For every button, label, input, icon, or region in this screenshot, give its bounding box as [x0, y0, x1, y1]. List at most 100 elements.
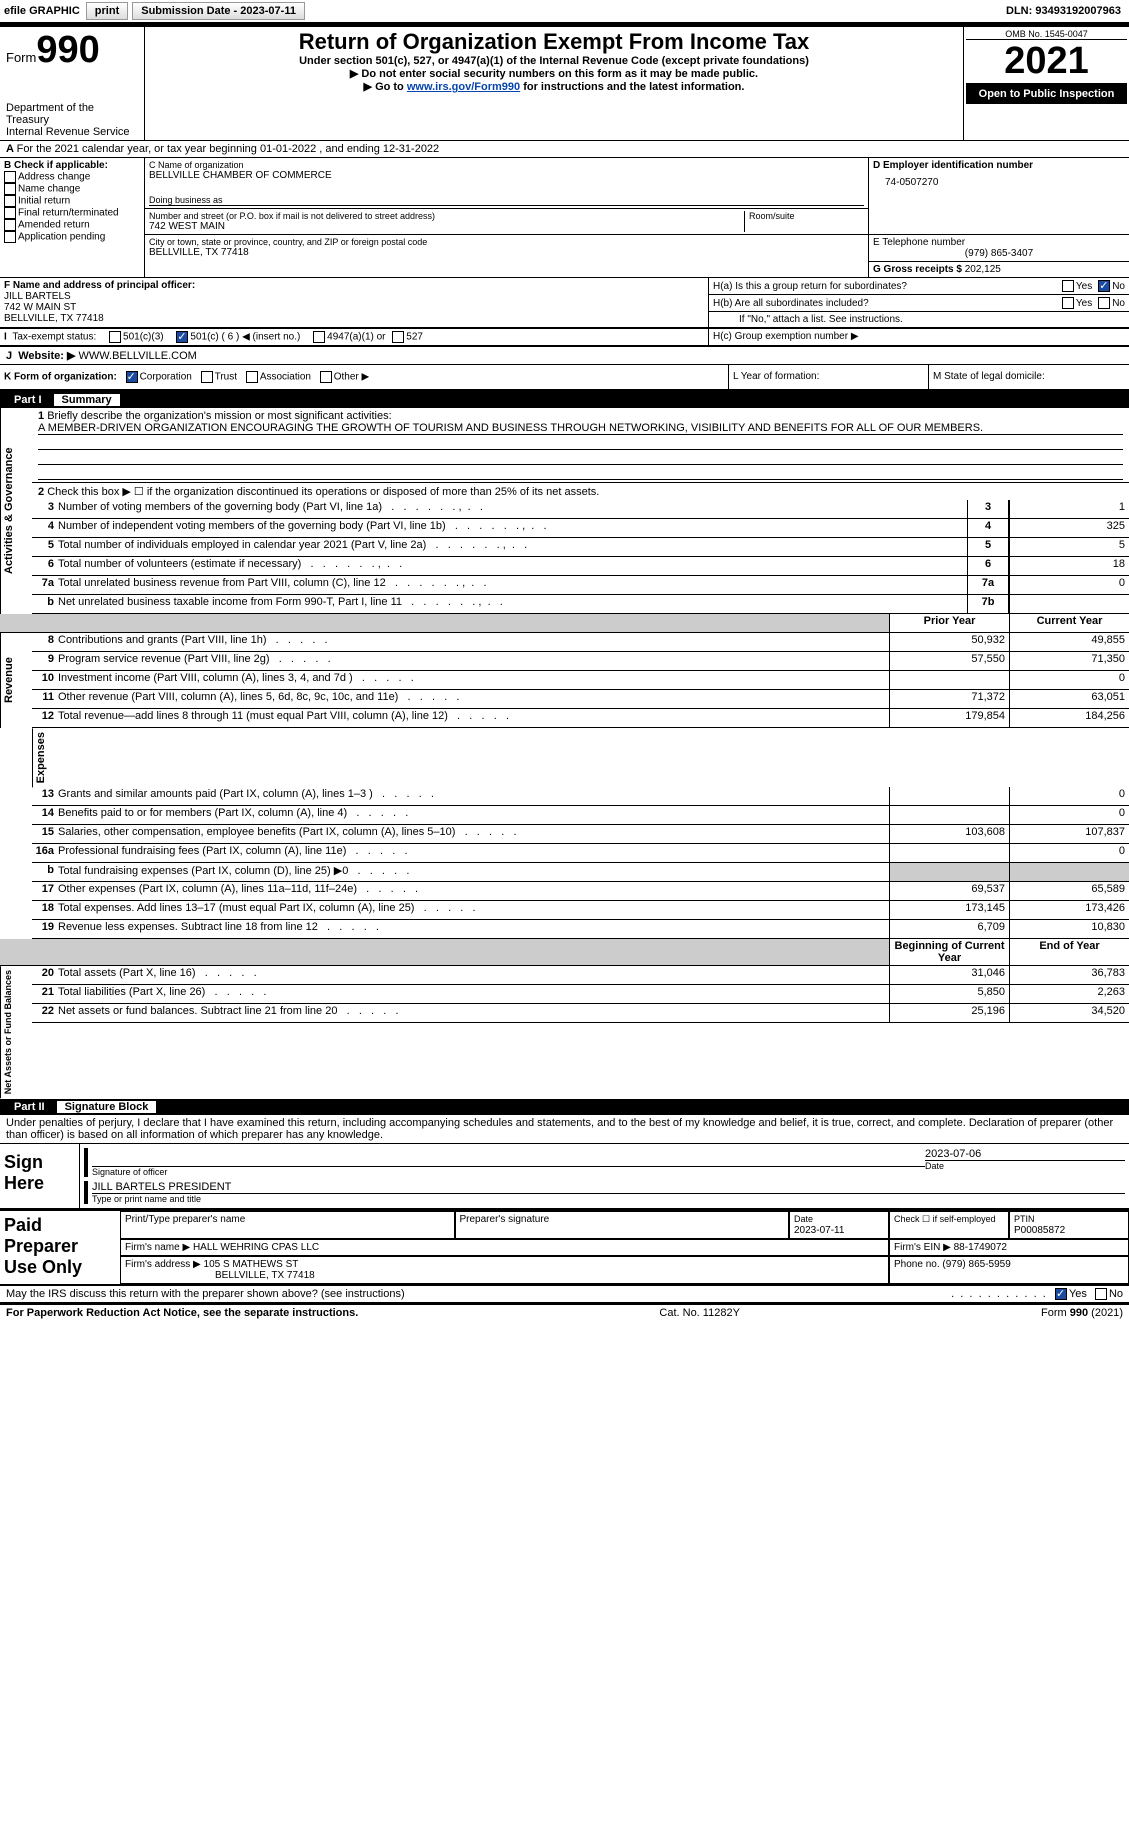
- other-checkbox[interactable]: [320, 371, 332, 383]
- firm-name: Firm's name ▶ HALL WEHRING CPAS LLC: [120, 1239, 889, 1256]
- hb-note: If "No," attach a list. See instructions…: [709, 312, 1129, 328]
- final-return-checkbox[interactable]: [4, 207, 16, 219]
- eoy-hdr: End of Year: [1009, 939, 1129, 965]
- prep-name: Print/Type preparer's name: [120, 1211, 455, 1239]
- section-hc: H(c) Group exemption number ▶: [709, 329, 1129, 346]
- section-e: E Telephone number (979) 865-3407: [869, 235, 1129, 262]
- submission-date-button[interactable]: Submission Date - 2023-07-11: [132, 2, 305, 20]
- officer-printed-name: JILL BARTELS PRESIDENT: [92, 1181, 1125, 1194]
- form-title: Return of Organization Exempt From Incom…: [151, 29, 957, 55]
- 4947-checkbox[interactable]: [313, 331, 325, 343]
- section-i: I Tax-exempt status: 501(c)(3) 501(c) ( …: [0, 329, 709, 346]
- form-subtitle: Under section 501(c), 527, or 4947(a)(1)…: [151, 55, 957, 67]
- discuss-row: May the IRS discuss this return with the…: [0, 1286, 1129, 1304]
- hb-no-checkbox[interactable]: [1098, 297, 1110, 309]
- website: WWW.BELLVILLE.COM: [78, 350, 196, 362]
- form-header: Form990 Department of the Treasury Inter…: [0, 27, 1129, 141]
- irs-link[interactable]: www.irs.gov/Form990: [407, 81, 520, 93]
- summary-line-5: 5Total number of individuals employed in…: [32, 538, 1129, 557]
- addr-change-checkbox[interactable]: [4, 171, 16, 183]
- hb-yes-checkbox[interactable]: [1062, 297, 1074, 309]
- officer-addr2: BELLVILLE, TX 77418: [4, 313, 704, 324]
- section-g: G Gross receipts $ 202,125: [869, 262, 1129, 278]
- dln: DLN: 93493192007963: [1006, 5, 1129, 17]
- section-l: L Year of formation:: [729, 365, 929, 390]
- section-c-street: Number and street (or P.O. box if mail i…: [145, 209, 869, 235]
- trust-checkbox[interactable]: [201, 371, 213, 383]
- summary-line-8: 8Contributions and grants (Part VIII, li…: [32, 633, 1129, 652]
- section-f: F Name and address of principal officer:…: [0, 278, 709, 328]
- ha-yes-checkbox[interactable]: [1062, 280, 1074, 292]
- firm-ein: Firm's EIN ▶ 88-1749072: [889, 1239, 1129, 1256]
- 527-checkbox[interactable]: [392, 331, 404, 343]
- prior-year-hdr: Prior Year: [889, 614, 1009, 632]
- summary-line-22: 22Net assets or fund balances. Subtract …: [32, 1004, 1129, 1023]
- pra-notice: For Paperwork Reduction Act Notice, see …: [6, 1307, 358, 1319]
- section-hb: H(b) Are all subordinates included? Yes …: [709, 295, 1129, 312]
- summary-line-6: 6Total number of volunteers (estimate if…: [32, 557, 1129, 576]
- ha-no-checkbox[interactable]: [1098, 280, 1110, 292]
- tax-year: 2021: [966, 40, 1127, 84]
- prep-sig: Preparer's signature: [455, 1211, 790, 1239]
- summary-line-17: 17Other expenses (Part IX, column (A), l…: [32, 882, 1129, 901]
- sign-here-label: Sign Here: [0, 1144, 80, 1208]
- summary-line-18: 18Total expenses. Add lines 13–17 (must …: [32, 901, 1129, 920]
- section-c-name: C Name of organization BELLVILLE CHAMBER…: [145, 158, 869, 209]
- ssn-note: ▶ Do not enter social security numbers o…: [151, 67, 957, 80]
- summary-line-3: 3Number of voting members of the governi…: [32, 500, 1129, 519]
- status-block: I Tax-exempt status: 501(c)(3) 501(c) ( …: [0, 329, 1129, 347]
- rot-activities: Activities & Governance: [0, 408, 32, 614]
- assoc-checkbox[interactable]: [246, 371, 258, 383]
- discuss-no-checkbox[interactable]: [1095, 1288, 1107, 1300]
- identity-block: B Check if applicable: Address change Na…: [0, 158, 1129, 278]
- section-m: M State of legal domicile:: [929, 365, 1129, 390]
- declaration: Under penalties of perjury, I declare th…: [0, 1115, 1129, 1144]
- initial-return-checkbox[interactable]: [4, 195, 16, 207]
- street-address: 742 WEST MAIN: [149, 221, 744, 232]
- klm-block: K Form of organization: Corporation Trus…: [0, 365, 1129, 392]
- summary-line-7a: 7aTotal unrelated business revenue from …: [32, 576, 1129, 595]
- summary-line-19: 19Revenue less expenses. Subtract line 1…: [32, 920, 1129, 939]
- discuss-yes-checkbox[interactable]: [1055, 1288, 1067, 1300]
- summary-line-12: 12Total revenue—add lines 8 through 11 (…: [32, 709, 1129, 728]
- 501c-checkbox[interactable]: [176, 331, 188, 343]
- summary-line-9: 9Program service revenue (Part VIII, lin…: [32, 652, 1129, 671]
- line-2: 2 Check this box ▶ ☐ if the organization…: [32, 483, 1129, 500]
- officer-signature-line[interactable]: [92, 1148, 925, 1167]
- part-i-header: Part I Summary: [0, 392, 1129, 408]
- gross-receipts: 202,125: [965, 264, 1001, 275]
- form-title-cell: Return of Organization Exempt From Incom…: [145, 27, 964, 140]
- line-a: A For the 2021 calendar year, or tax yea…: [0, 141, 1129, 158]
- city-state-zip: BELLVILLE, TX 77418: [149, 247, 864, 258]
- form-id-cell: Form990 Department of the Treasury Inter…: [0, 27, 145, 140]
- summary-line-b: bTotal fundraising expenses (Part IX, co…: [32, 863, 1129, 882]
- amended-checkbox[interactable]: [4, 219, 16, 231]
- goto-note: ▶ Go to www.irs.gov/Form990 for instruct…: [151, 80, 957, 93]
- summary-line-16a: 16aProfessional fundraising fees (Part I…: [32, 844, 1129, 863]
- summary-line-10: 10Investment income (Part VIII, column (…: [32, 671, 1129, 690]
- efile-label: efile GRAPHIC: [0, 5, 84, 17]
- ptin-cell: PTINP00085872: [1009, 1211, 1129, 1239]
- line-1: 1 Briefly describe the organization's mi…: [32, 408, 1129, 483]
- omb-number: OMB No. 1545-0047: [966, 29, 1127, 40]
- rot-revenue: Revenue: [0, 633, 32, 728]
- pending-checkbox[interactable]: [4, 231, 16, 243]
- summary-line-11: 11Other revenue (Part VIII, column (A), …: [32, 690, 1129, 709]
- page-footer: For Paperwork Reduction Act Notice, see …: [0, 1304, 1129, 1321]
- bcy-hdr: Beginning of Current Year: [889, 939, 1009, 965]
- self-employed: Check ☐ if self-employed: [889, 1211, 1009, 1239]
- rot-netassets: Net Assets or Fund Balances: [0, 966, 32, 1098]
- section-d: D Employer identification number 74-0507…: [869, 158, 1129, 235]
- firm-phone: Phone no. (979) 865-5959: [889, 1256, 1129, 1284]
- 501c3-checkbox[interactable]: [109, 331, 121, 343]
- summary-line-4: 4Number of independent voting members of…: [32, 519, 1129, 538]
- print-button[interactable]: print: [86, 2, 128, 20]
- paid-prep-label: Paid Preparer Use Only: [0, 1211, 120, 1284]
- corp-checkbox[interactable]: [126, 371, 138, 383]
- name-change-checkbox[interactable]: [4, 183, 16, 195]
- part-i-body: Activities & Governance 1 Briefly descri…: [0, 408, 1129, 1099]
- irs-label: Internal Revenue Service: [6, 126, 138, 138]
- section-k: K Form of organization: Corporation Trus…: [0, 365, 729, 390]
- section-j: J Website: ▶ WWW.BELLVILLE.COM: [0, 347, 1129, 365]
- summary-line-b: bNet unrelated business taxable income f…: [32, 595, 1129, 614]
